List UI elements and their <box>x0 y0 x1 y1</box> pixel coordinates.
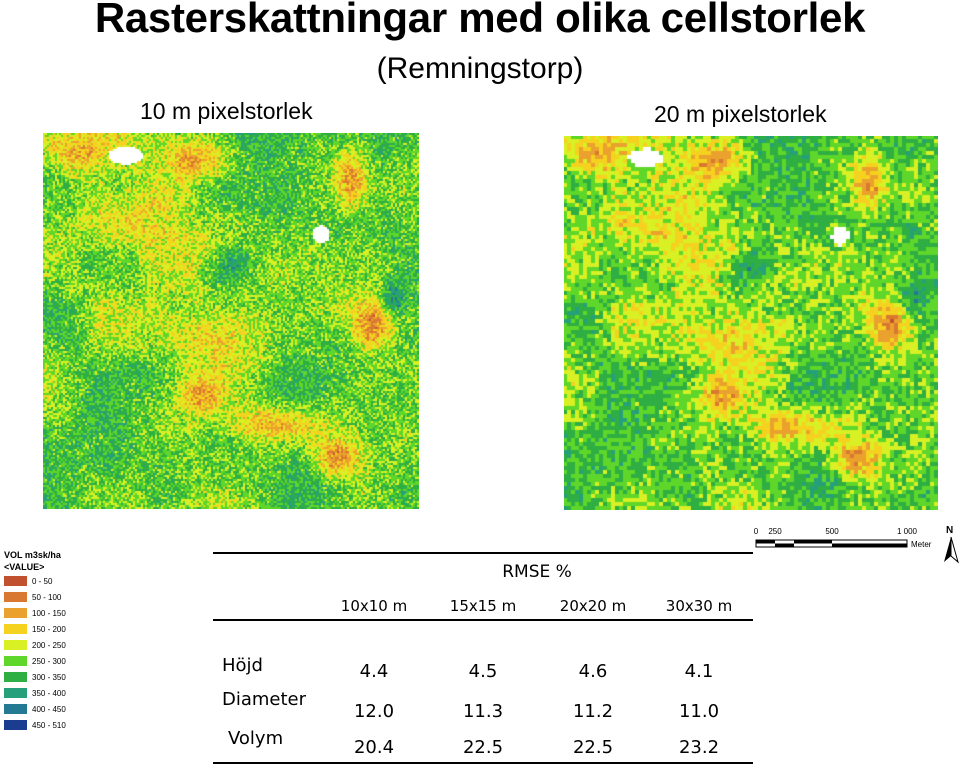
legend-item: 450 - 510 <box>4 717 104 733</box>
table-cell: 23.2 <box>678 737 720 758</box>
north-letter: N <box>946 525 954 536</box>
legend-label: 200 - 250 <box>32 640 66 650</box>
table-top-rule <box>213 552 753 554</box>
legend-swatch <box>4 592 27 602</box>
legend-item: 200 - 250 <box>4 637 104 653</box>
table-header-rule <box>213 619 753 621</box>
table-cell: 4.6 <box>578 661 608 682</box>
row-label: Volym <box>228 728 284 749</box>
legend-label: 350 - 400 <box>32 688 66 698</box>
legend-item: 150 - 200 <box>4 621 104 637</box>
legend-label: 250 - 300 <box>32 656 66 666</box>
row-label: Diameter <box>222 689 307 710</box>
column-header: 15x15 m <box>449 597 517 615</box>
table-cell: 22.5 <box>572 737 614 758</box>
legend-item: 0 - 50 <box>4 573 104 589</box>
legend-item: 300 - 350 <box>4 669 104 685</box>
table-cell: 11.2 <box>572 701 614 722</box>
table-cell: 11.3 <box>462 701 504 722</box>
legend-swatch <box>4 624 27 634</box>
legend-label: 0 - 50 <box>32 576 53 586</box>
table-cell: 20.4 <box>353 737 395 758</box>
table-cell: 4.4 <box>359 661 389 682</box>
legend-swatch <box>4 688 27 698</box>
legend-subtitle: <VALUE> <box>4 562 45 572</box>
rmse-header: RMSE % <box>502 562 572 582</box>
scale-bar-tick: 1 000 <box>896 527 918 536</box>
raster-map-20m <box>564 136 938 510</box>
map-label-20m: 20 m pixelstorlek <box>654 101 827 127</box>
scale-bar-unit: Meter <box>911 540 932 549</box>
column-header: 20x20 m <box>559 597 627 615</box>
page-title: Rasterskattningar med olika cellstorlek <box>94 0 866 41</box>
table-cell: 4.1 <box>684 661 714 682</box>
legend-label: 400 - 450 <box>32 704 66 714</box>
table-cell: 4.5 <box>468 661 498 682</box>
legend-label: 50 - 100 <box>32 592 62 602</box>
table-bottom-rule <box>213 762 753 764</box>
legend-swatch <box>4 608 27 618</box>
legend-label: 150 - 200 <box>32 624 66 634</box>
legend-swatch <box>4 576 27 586</box>
table-cell: 11.0 <box>678 701 720 722</box>
legend-label: 100 - 150 <box>32 608 66 618</box>
legend-swatch <box>4 640 27 650</box>
column-header: 10x10 m <box>340 597 408 615</box>
scale-bar: 0 250 500 1 000 Meter <box>754 527 934 557</box>
legend-item: 100 - 150 <box>4 605 104 621</box>
map-legend: VOL m3sk/ha <VALUE> 0 - 50 50 - 100 100 - … <box>4 549 104 733</box>
table-cell: 12.0 <box>353 701 395 722</box>
legend-label: 300 - 350 <box>32 672 66 682</box>
legend-swatch <box>4 672 27 682</box>
raster-map-10m <box>43 133 419 509</box>
north-arrow-icon: N <box>940 525 960 565</box>
row-label: Höjd <box>222 655 263 676</box>
column-header: 30x30 m <box>665 597 733 615</box>
legend-item: 350 - 400 <box>4 685 104 701</box>
legend-item: 50 - 100 <box>4 589 104 605</box>
legend-swatch <box>4 704 27 714</box>
scale-bar-tick: 250 <box>768 527 782 536</box>
legend-item: 400 - 450 <box>4 701 104 717</box>
table-cell: 22.5 <box>462 737 504 758</box>
legend-title: VOL m3sk/ha <box>4 550 61 560</box>
page-subtitle: (Remningstorp) <box>376 52 584 85</box>
legend-label: 450 - 510 <box>32 720 66 730</box>
scale-bar-graphic <box>755 539 908 548</box>
legend-swatch <box>4 656 27 666</box>
map-label-10m: 10 m pixelstorlek <box>140 98 313 124</box>
legend-item: 250 - 300 <box>4 653 104 669</box>
scale-bar-tick: 500 <box>825 527 839 536</box>
legend-rows: 0 - 50 50 - 100 100 - 150 150 - 200 200 - 25… <box>4 573 104 733</box>
scale-bar-tick: 0 <box>753 527 759 536</box>
legend-swatch <box>4 720 27 730</box>
